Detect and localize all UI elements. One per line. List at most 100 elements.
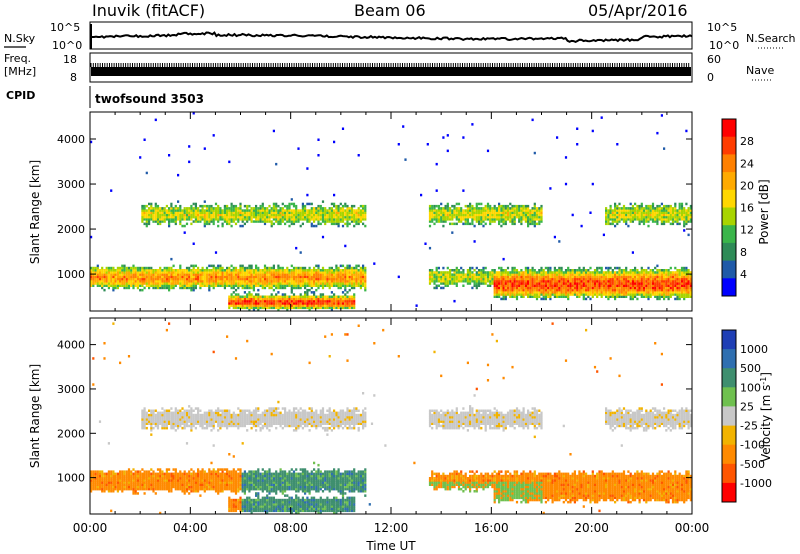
heatmap-cell [324,222,327,226]
heatmap-cell [290,306,293,310]
heatmap-cell [223,271,226,274]
heatmap-cell [165,269,168,272]
heatmap-cell [217,284,220,287]
heatmap-cell [533,273,536,276]
heatmap-cell [676,288,679,292]
heatmap-cell [444,211,447,214]
heatmap-cell [306,275,309,279]
heatmap-cell [127,282,131,285]
heatmap-cell [654,277,657,281]
heatmap-cell [194,209,197,212]
heatmap-cell [569,282,572,285]
heatmap-cell [638,218,641,221]
heatmap-cell [288,275,291,279]
heatmap-cell [214,280,218,283]
heatmap-cell [279,277,282,281]
heatmap-cell [355,284,358,287]
heatmap-cell [174,220,177,223]
heatmap-cell [576,127,579,130]
heatmap-cell [230,264,233,268]
heatmap-cell [495,293,498,296]
heatmap-cell [654,295,657,298]
heatmap-cell [647,288,650,292]
heatmap-cell [353,304,356,307]
heatmap-cell [168,266,171,270]
heatmap-cell [337,266,340,270]
heatmap-cell [649,273,652,276]
heatmap-cell [277,213,280,217]
heatmap-cell [585,291,588,294]
heatmap-cell [455,280,458,283]
heatmap-cell [119,277,122,281]
heatmap-cell [674,218,677,221]
heatmap-cell [239,266,242,270]
heatmap-cell [308,213,311,217]
heatmap-cell [210,220,213,223]
heatmap-cell [538,275,541,279]
heatmap-cell [290,277,293,281]
heatmap-cell [362,275,365,279]
heatmap-cell [469,273,472,276]
heatmap-cell [317,211,320,214]
heatmap-cell [453,204,456,208]
heatmap-cell [428,220,432,223]
heatmap-cell [344,209,347,212]
heatmap-cell [480,202,483,206]
heatmap-cell [667,291,670,294]
heatmap-cell [279,297,282,301]
heatmap-cell [279,306,282,310]
heatmap-cell [636,280,639,283]
heatmap-cell [683,220,686,223]
heatmap-cell [301,284,304,287]
heatmap-cell [671,271,675,274]
heatmap-cell [159,218,162,221]
heatmap-cell [141,269,144,272]
heatmap-cell [486,204,490,208]
heatmap-cell [509,273,512,276]
heatmap-cell [270,271,273,274]
heatmap-cell [493,269,496,272]
heatmap-cell [330,291,333,294]
heatmap-cell [308,299,311,303]
heatmap-cell [96,479,99,482]
heatmap-cell [469,213,472,217]
heatmap-cell [562,275,565,279]
heatmap-cell [440,220,443,223]
heatmap-cell [489,215,492,219]
heatmap-cell [607,288,610,292]
heatmap-cell [304,304,307,307]
heatmap-cell [513,291,516,294]
heatmap-cell [353,220,356,223]
heatmap-cell [241,209,244,212]
heatmap-cell [500,215,503,219]
heatmap-cell [669,211,672,214]
heatmap-cell [527,284,530,287]
heatmap-cell [580,293,583,296]
heatmap-cell [446,202,449,206]
heatmap-cell [531,213,534,217]
heatmap-cell [547,266,550,270]
heatmap-cell [150,218,153,221]
heatmap-cell [593,269,597,272]
heatmap-cell [110,266,113,270]
heatmap-cell [605,295,608,298]
heatmap-cell [573,271,576,274]
heatmap-cell [277,209,280,212]
heatmap-cell [627,218,630,221]
heatmap-cell [678,271,681,274]
heatmap-cell [284,209,287,212]
heatmap-cell [540,269,543,272]
heatmap-cell [159,222,162,226]
heatmap-cell [618,207,621,210]
heatmap-cell [226,218,229,221]
heatmap-cell [585,271,588,274]
heatmap-cell [600,295,603,298]
heatmap-cell [629,297,632,301]
heatmap-cell [493,207,496,210]
heatmap-cell [480,218,483,221]
heatmap-cell [538,293,541,296]
heatmap-cell [223,213,226,217]
heatmap-cell [466,273,469,276]
heatmap-cell [564,273,568,276]
heatmap-cell [647,273,650,276]
